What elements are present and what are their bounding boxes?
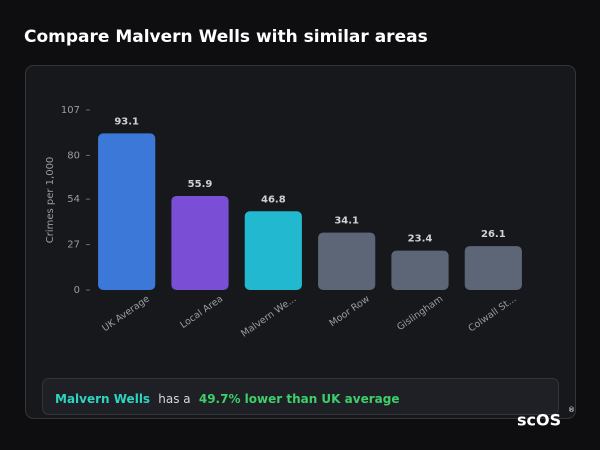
bar [391, 250, 449, 290]
summary-highlight: 49.7% lower than UK average [199, 392, 400, 406]
value-label: 23.4 [408, 234, 433, 245]
y-tick-label: 107 [61, 105, 80, 116]
value-label: 55.9 [188, 179, 213, 190]
value-label: 34.1 [334, 216, 359, 227]
summary-place: Malvern Wells [55, 392, 150, 406]
y-axis-label: Crimes per 1,000 [45, 157, 56, 244]
value-label: 26.1 [481, 229, 506, 240]
value-label: 46.8 [261, 194, 286, 205]
summary: Malvern Wells has a 49.7% lower than UK … [55, 392, 399, 406]
value-label: 93.1 [114, 116, 139, 127]
logo-mark: ® [568, 406, 575, 414]
bar [98, 133, 156, 290]
logo: scOS [517, 411, 561, 430]
chart-title: Compare Malvern Wells with similar areas [24, 27, 428, 47]
y-tick-label: 27 [67, 240, 80, 251]
bar [171, 195, 229, 290]
summary-text: has a [158, 392, 190, 406]
bar [244, 211, 302, 290]
y-tick-label: 54 [67, 194, 80, 205]
bar [464, 246, 522, 290]
bar [318, 232, 376, 290]
summary-box [42, 378, 559, 415]
y-tick-label: 0 [74, 285, 80, 296]
y-tick-label: 80 [67, 150, 80, 161]
